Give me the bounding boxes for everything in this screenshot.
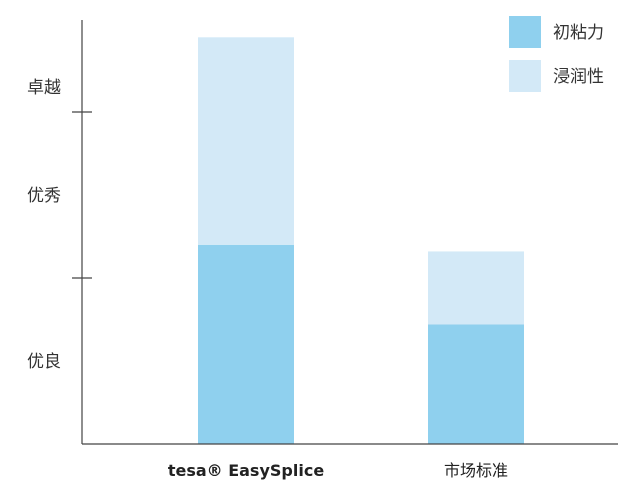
x-tick-label-0: tesa® EasySplice xyxy=(168,461,325,480)
bars-group xyxy=(198,37,524,444)
legend-swatch-0 xyxy=(509,16,541,48)
x-tick-labels-group: tesa® EasySplice 市场标准 xyxy=(168,461,508,480)
y-band-label-2: 卓越 xyxy=(27,78,61,98)
y-band-label-0: 优良 xyxy=(27,352,61,372)
legend-label-1: 浸润性 xyxy=(553,67,604,87)
axes-group xyxy=(81,20,618,445)
bar-initial-tack-0 xyxy=(198,244,294,444)
bar-wetting-0 xyxy=(198,37,294,245)
legend-swatch-1 xyxy=(509,60,541,92)
x-tick-label-1: 市场标准 xyxy=(444,461,508,480)
legend-label-0: 初粘力 xyxy=(553,23,604,43)
y-band-label-1: 优秀 xyxy=(27,186,61,206)
bar-initial-tack-1 xyxy=(428,324,524,444)
bar-wetting-1 xyxy=(428,251,524,325)
